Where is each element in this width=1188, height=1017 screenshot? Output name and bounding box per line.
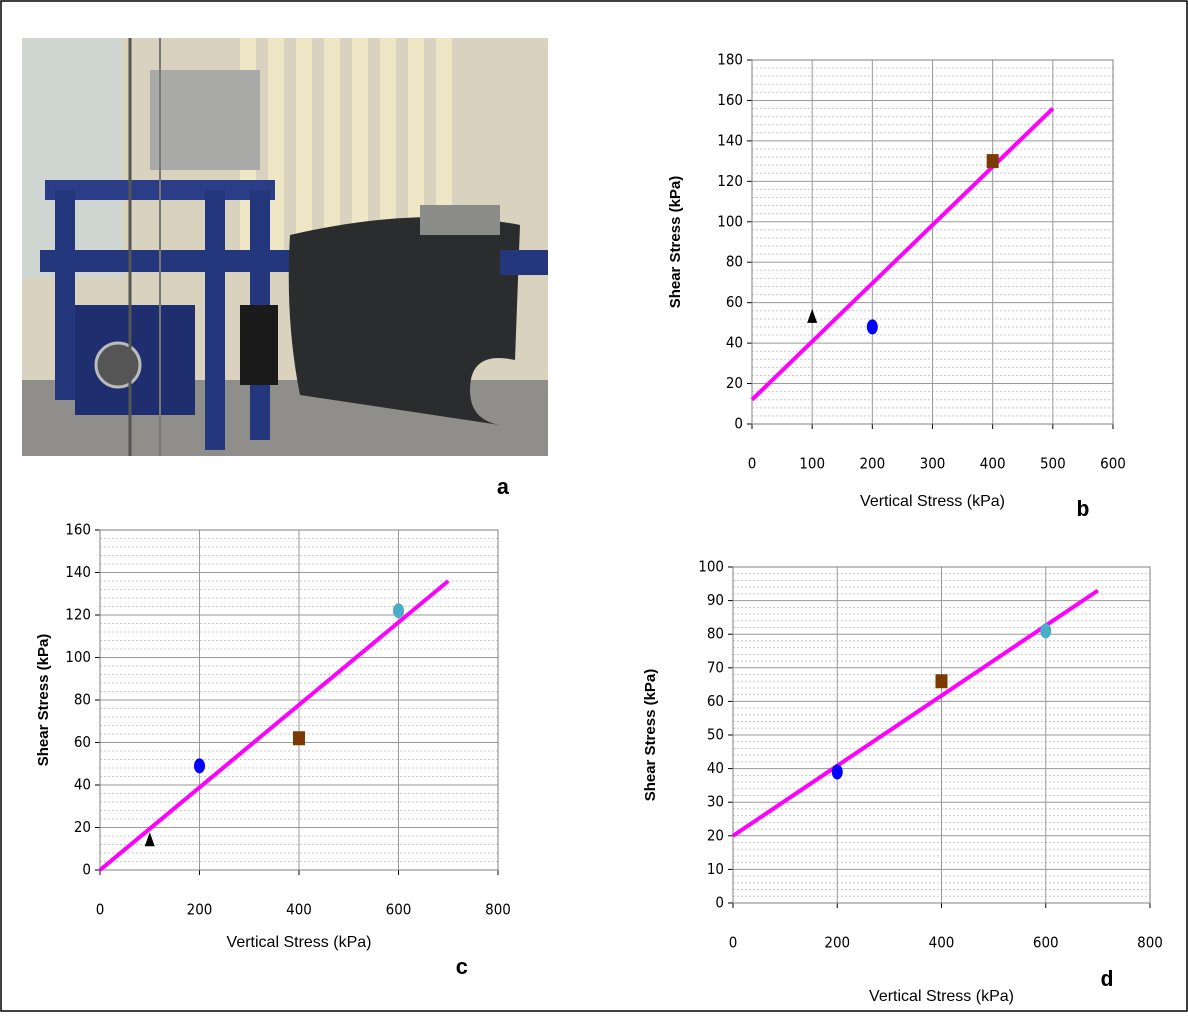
- y-tick-label: 120: [65, 606, 91, 624]
- x-tick-label: 500: [1040, 455, 1066, 473]
- y-tick-label: 80: [707, 625, 724, 643]
- y-tick-label: 20: [74, 818, 91, 836]
- marker: [935, 674, 948, 689]
- chart: 0 20 40 60 80 100 120 140 160 0 200 400 600 800 Shear …: [35, 521, 511, 981]
- y-tick-label: 140: [717, 131, 743, 149]
- plot-frame: [751, 59, 1114, 425]
- y-tick-label: 20: [707, 826, 724, 844]
- panel-label: a: [496, 476, 509, 501]
- panel-label: c: [455, 956, 468, 981]
- x-tick-label: 800: [1137, 934, 1163, 952]
- fit-line: [731, 588, 1099, 838]
- x-axis-label: Vertical Stress (kPa): [227, 934, 372, 951]
- y-axis-label: Shear Stress (kPa): [667, 176, 684, 309]
- y-tick-label: 20: [726, 374, 743, 392]
- fit-line: [98, 579, 450, 872]
- y-tick-label: 50: [707, 726, 724, 744]
- x-tick-label: 0: [96, 901, 105, 919]
- x-tick-label: 600: [1033, 934, 1059, 952]
- x-tick-label: 200: [187, 901, 213, 919]
- y-tick-label: 100: [65, 648, 91, 666]
- x-axis-label: Vertical Stress (kPa): [869, 988, 1014, 1005]
- y-tick-label: 0: [82, 861, 91, 879]
- y-tick-label: 100: [717, 212, 743, 230]
- marker: [194, 758, 205, 774]
- marker: [144, 832, 155, 847]
- panel-label: b: [1076, 498, 1089, 523]
- x-tick-label: 600: [1100, 455, 1126, 473]
- marker: [1040, 623, 1052, 639]
- y-tick-label: 80: [726, 253, 743, 271]
- x-tick-label: 600: [386, 901, 412, 919]
- x-tick-label: 0: [729, 934, 738, 952]
- y-tick-label: 40: [707, 759, 724, 777]
- photo: [22, 38, 548, 456]
- marker: [866, 319, 878, 335]
- x-tick-label: 0: [748, 455, 757, 473]
- fit-line: [750, 107, 1055, 402]
- chart: 0 10 20 30 40 50 60 70 80 90 100 0 200 400 600 800 Shear…: [642, 558, 1163, 1006]
- x-tick-label: 400: [980, 455, 1006, 473]
- y-tick-label: 0: [734, 415, 743, 433]
- y-tick-label: 60: [707, 692, 724, 710]
- x-tick-label: 400: [286, 901, 312, 919]
- marker: [393, 603, 404, 619]
- x-tick-label: 200: [859, 455, 885, 473]
- x-tick-label: 300: [920, 455, 946, 473]
- y-tick-label: 70: [707, 658, 724, 676]
- y-axis-label: Shear Stress (kPa): [642, 669, 659, 802]
- plot-frame: [732, 566, 1151, 904]
- marker: [831, 764, 843, 780]
- y-tick-label: 40: [74, 776, 91, 794]
- y-tick-label: 0: [715, 894, 724, 912]
- marker: [986, 154, 999, 169]
- y-tick-label: 10: [707, 860, 724, 878]
- x-tick-label: 200: [824, 934, 850, 952]
- x-tick-label: 400: [929, 934, 955, 952]
- x-tick-label: 100: [799, 455, 825, 473]
- y-axis-label: Shear Stress (kPa): [35, 634, 52, 767]
- y-tick-label: 40: [726, 334, 743, 352]
- y-tick-label: 120: [717, 172, 743, 190]
- y-tick-label: 180: [717, 51, 743, 69]
- y-tick-label: 90: [707, 591, 724, 609]
- y-tick-label: 80: [74, 691, 91, 709]
- marker: [807, 308, 818, 323]
- x-axis-label: Vertical Stress (kPa): [860, 493, 1005, 510]
- marker: [293, 731, 305, 746]
- y-tick-label: 100: [698, 558, 724, 576]
- panel-label: d: [1100, 968, 1113, 993]
- y-tick-label: 160: [717, 91, 743, 109]
- y-tick-label: 60: [74, 733, 91, 751]
- y-tick-label: 140: [65, 563, 91, 581]
- y-tick-label: 60: [726, 293, 743, 311]
- y-tick-label: 160: [65, 521, 91, 539]
- plot-frame: [99, 529, 499, 871]
- chart: 0 20 40 60 80 100 120 140 160 180 0 100 200 300 400 500…: [667, 51, 1126, 523]
- x-tick-label: 800: [485, 901, 511, 919]
- y-tick-label: 30: [707, 793, 724, 811]
